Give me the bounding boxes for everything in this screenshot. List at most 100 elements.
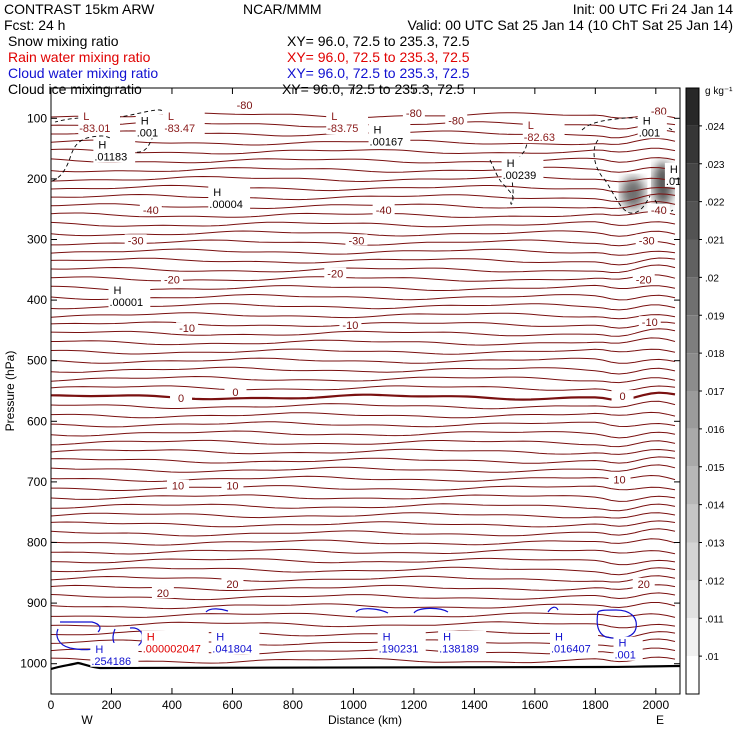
extremum-bg [522,119,565,144]
colorbar-label: .011 [705,614,724,625]
x-tick-label: 200 [101,698,121,712]
extremum-bg [368,123,411,148]
extremum-type: H [443,632,451,644]
temperature-contour [51,421,676,428]
contour-label: 0 [232,387,238,399]
extremum-value: -82.63 [524,132,555,144]
temperature-contour [51,566,676,576]
init-time: Init: 00 UTC Fri 24 Jan 14 [573,1,734,17]
y-axis-label: Pressure (hPa) [3,351,17,432]
colorbar-bin [686,315,699,354]
temperature-contour [51,528,676,537]
contour-label-bg [632,577,655,589]
contour-label: -10 [642,317,658,329]
temperature-contours [51,112,676,664]
colorbar-bin [686,618,699,657]
y-tick-label: 200 [27,172,47,186]
contour-label: -10 [179,323,195,335]
contour-label: -20 [164,275,180,287]
y-tick-label: 600 [27,414,47,428]
temperature-contour [51,584,676,591]
contour-label: 20 [157,588,169,600]
colorbar-bin [686,163,699,202]
colorbar-bin [686,391,699,429]
x-axis-label: Distance (km) [328,713,402,727]
extremum-type: H [213,187,221,199]
temperature-contour [51,357,676,364]
x-tick-label: 1200 [401,698,428,712]
temperature-contour [51,184,676,193]
x-tick-label: 0 [48,698,55,712]
extremum-bg [108,284,151,309]
extremum-value: .001 [614,650,635,662]
extremum-type: H [555,632,563,644]
extremum-type: H [147,632,155,644]
extremum-bg [90,642,139,667]
extremum-type: H [95,644,103,656]
colorbar-label: .019 [705,311,725,322]
extremum-value: .00001 [109,297,143,309]
extremum-bg [326,110,369,135]
extremum-type: H [98,140,106,152]
colorbar-label: .01 [705,652,719,663]
contour-label-bg [139,204,162,216]
legend-rain: Rain water mixing ratio [8,49,151,65]
contour-label: -20 [636,275,652,287]
temperature-contour [51,303,676,311]
temperature-contour [51,147,676,155]
temperature-contour [51,474,676,483]
contour-label: -40 [651,205,667,217]
temperature-contour [51,430,676,439]
colorbar-unit: g kg⁻¹ [705,86,733,97]
colorbar-bin [686,88,699,126]
extremum-bg [664,162,680,187]
contour-label: -40 [143,205,159,217]
extremum-type: H [113,285,121,297]
temperature-contour [51,557,676,566]
contour-label: 0 [178,393,184,405]
colorbar-label: .017 [705,387,725,398]
temperature-contour [51,348,676,355]
extremum-type: H [670,164,678,176]
contour-label-bg [402,107,425,119]
colorbar-label: .024 [705,122,725,133]
contour-labels: -80-80-80-80-40 -40 -40-30 -30 -30-20-20-20-… [124,99,670,600]
y-tick-label: 700 [27,475,47,489]
temperature-contour [51,193,676,203]
colorbar-label: .015 [705,463,725,474]
contour-label: -30 [639,235,655,247]
contour-label: -80 [448,115,464,127]
extremum-bg [637,114,667,139]
contour-label-bg [339,319,362,331]
extremum-bg [613,636,643,661]
extremum-type: L [168,111,174,123]
contour-label-bg [608,473,631,485]
extremum-value: -83.47 [164,123,195,135]
extremum-type: H [643,115,651,127]
temperature-contour [51,512,676,519]
contour-label-bg [345,234,368,246]
x-tick-label: 600 [222,698,242,712]
contour-label-bg [372,204,395,216]
extremum-value: .016407 [551,644,591,656]
colorbar-bin [686,353,699,391]
temperature-contour [51,284,676,291]
model-title: CONTRAST 15km ARW [4,1,155,17]
extremum-value: .138189 [439,644,479,656]
y-tick-label: 400 [27,293,47,307]
temperature-contour [51,621,676,629]
contour-label-bg [647,105,670,117]
temperature-contour [51,157,676,164]
colorbar-label: .021 [705,236,725,247]
contour-label-bg [221,479,244,491]
temperature-contour [51,456,676,464]
temperature-contour [51,328,676,337]
x-tick-label: 1400 [461,698,488,712]
extremum-type: H [618,638,626,650]
contour-label: -40 [376,205,392,217]
temperature-contour [51,221,676,228]
colorbar-bin [686,504,699,543]
contour-label-bg [224,385,247,397]
colorbar-bin [686,201,699,240]
